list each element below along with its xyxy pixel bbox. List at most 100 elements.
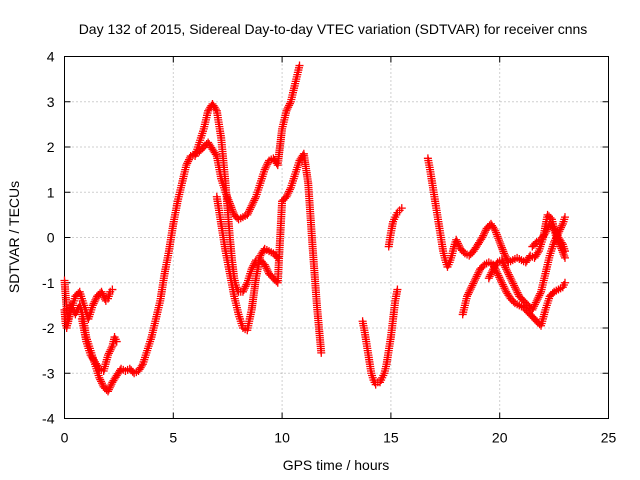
y-tick-label: -1	[42, 275, 55, 291]
data-marks	[60, 61, 569, 396]
data-point	[90, 297, 99, 306]
data-point	[295, 61, 304, 70]
data-point	[282, 106, 291, 115]
data-point	[557, 221, 566, 230]
data-point	[498, 245, 507, 254]
x-tick-label: 15	[383, 430, 399, 446]
data-point	[239, 285, 248, 294]
data-point	[228, 207, 237, 216]
data-point	[283, 190, 292, 199]
data-point	[529, 304, 538, 313]
data-point	[531, 298, 540, 307]
data-point	[492, 230, 501, 239]
data-point	[551, 228, 560, 237]
data-point	[503, 268, 512, 277]
data-point	[107, 343, 116, 352]
y-tick-label: -2	[42, 320, 55, 336]
y-tick-label: 4	[47, 49, 55, 65]
data-point	[488, 266, 497, 275]
data-point	[464, 288, 473, 297]
data-point	[97, 379, 106, 388]
data-point	[560, 251, 569, 260]
data-point	[211, 105, 220, 114]
data-point	[272, 252, 281, 261]
data-point	[245, 205, 254, 214]
y-tick-label: 1	[47, 184, 55, 200]
data-point	[493, 232, 502, 241]
data-point	[486, 270, 495, 279]
data-point	[535, 291, 544, 300]
data-point	[494, 271, 503, 280]
data-point	[484, 274, 493, 283]
series-sdtvar-2	[77, 100, 406, 389]
x-tick-label: 25	[601, 430, 617, 446]
data-point	[499, 259, 508, 268]
data-point	[501, 263, 510, 272]
data-point	[471, 274, 480, 283]
data-point	[495, 273, 504, 282]
data-point	[228, 205, 237, 214]
data-point	[557, 223, 566, 232]
data-point	[108, 285, 117, 294]
data-point	[249, 198, 258, 207]
data-point	[540, 230, 549, 239]
data-point	[480, 229, 489, 238]
data-point	[393, 285, 402, 294]
data-point	[499, 247, 508, 256]
data-point	[104, 351, 113, 360]
data-point	[510, 281, 519, 290]
data-point	[453, 239, 462, 248]
data-point	[552, 229, 561, 238]
data-point	[184, 157, 193, 166]
data-point	[241, 282, 250, 291]
data-point	[541, 228, 550, 237]
data-point	[493, 269, 502, 278]
data-point	[513, 288, 522, 297]
data-point	[473, 270, 482, 279]
data-point	[503, 266, 512, 275]
data-point	[137, 361, 146, 370]
data-point	[556, 225, 565, 234]
data-point	[546, 213, 555, 222]
data-point	[560, 278, 569, 287]
data-point	[504, 270, 513, 279]
data-point	[95, 373, 104, 382]
data-point	[470, 277, 479, 286]
data-point	[533, 248, 542, 257]
data-point	[262, 162, 271, 171]
data-point	[500, 249, 509, 258]
data-point	[497, 243, 506, 252]
data-point	[250, 196, 259, 205]
data-point	[499, 282, 508, 291]
data-point	[262, 264, 271, 273]
data-point	[496, 275, 505, 284]
data-point	[285, 101, 294, 110]
data-point	[534, 293, 543, 302]
data-point	[465, 286, 474, 295]
data-point	[104, 349, 113, 358]
data-point	[260, 165, 269, 174]
data-point	[452, 235, 461, 244]
data-point	[506, 274, 515, 283]
data-point	[182, 161, 191, 170]
data-point	[463, 292, 472, 301]
data-point	[454, 241, 463, 250]
y-tick-label: -4	[42, 411, 55, 427]
data-point	[494, 236, 503, 245]
data-point	[500, 251, 509, 260]
grid-lines	[64, 56, 609, 419]
data-point	[502, 265, 511, 274]
y-axis-tick-labels: -4 -3 -2 -1 0 1 2 3 4	[42, 49, 55, 427]
data-point	[106, 345, 115, 354]
data-point	[495, 238, 504, 247]
data-point	[105, 383, 114, 392]
data-point	[533, 295, 542, 304]
series-sdtvar-3	[423, 154, 569, 330]
data-point	[453, 237, 462, 246]
x-tick-label: 10	[274, 430, 290, 446]
data-point	[240, 284, 249, 293]
data-point	[106, 381, 115, 390]
data-point	[560, 213, 569, 222]
data-point	[243, 210, 252, 219]
data-point	[530, 302, 539, 311]
